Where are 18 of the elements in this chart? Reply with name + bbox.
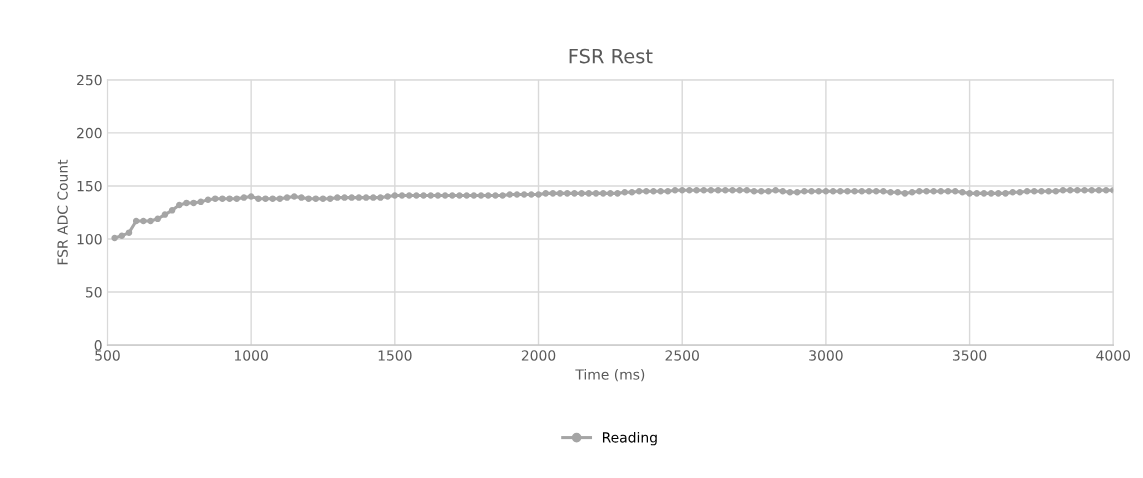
legend-label: Reading xyxy=(602,431,657,446)
y-tick-label: 200 xyxy=(77,127,102,139)
y-tick-label: 50 xyxy=(85,287,102,298)
x-tick-label: 3000 xyxy=(809,350,843,361)
y-tick-label: 0 xyxy=(94,340,102,351)
y-tick-label: 100 xyxy=(77,233,102,245)
x-tick-label: 2500 xyxy=(665,350,699,361)
x-tick-label: 4000 xyxy=(1096,350,1131,361)
x-tick-label: 500 xyxy=(95,350,120,361)
x-tick-label: 1500 xyxy=(378,350,412,361)
y-tick-label: 150 xyxy=(77,180,102,192)
x-tick-label: 1000 xyxy=(234,350,268,361)
x-tick-label: 3500 xyxy=(952,350,987,361)
y-tick-label: 250 xyxy=(77,74,102,86)
chart-title: FSR Rest xyxy=(569,48,653,64)
x-tick-label: 2000 xyxy=(521,350,556,361)
y-axis-title: FSR ADC Count xyxy=(57,159,68,265)
x-axis-title: Time (ms) xyxy=(575,368,645,382)
